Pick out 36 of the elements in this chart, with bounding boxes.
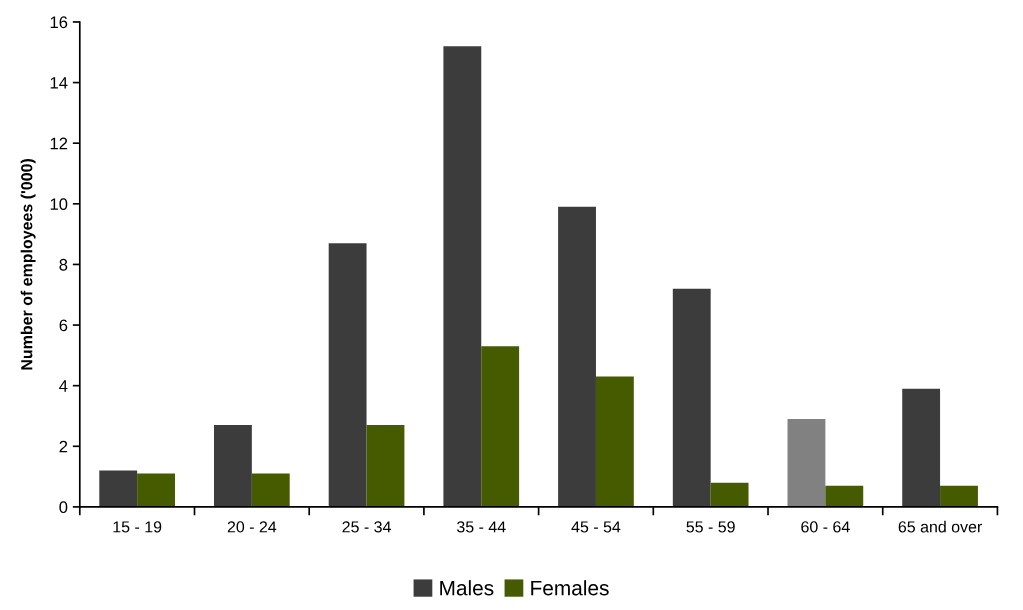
y-tick-label: 4 — [59, 380, 68, 392]
y-tick-label: 2 — [59, 440, 68, 453]
bar — [902, 388, 941, 507]
x-tick-label: 15 - 19 — [113, 521, 162, 533]
legend-label: Males — [440, 580, 494, 596]
bar — [481, 346, 520, 507]
y-tick-label: 12 — [50, 137, 68, 150]
bar — [251, 473, 290, 507]
y-tick-label: 6 — [59, 319, 68, 332]
bar — [787, 419, 826, 507]
bar — [366, 425, 405, 507]
bar — [672, 288, 711, 507]
y-tick-label: 8 — [59, 258, 68, 271]
y-tick-label: 10 — [50, 198, 68, 211]
x-tick-label: 45 - 54 — [571, 521, 621, 533]
x-tick-label: 20 - 24 — [227, 521, 277, 533]
bar — [595, 376, 634, 507]
bar — [825, 485, 864, 507]
bar — [214, 425, 252, 507]
legend-label: Females — [531, 580, 609, 596]
bar — [710, 482, 749, 507]
bar — [137, 473, 175, 507]
x-tick-label: 65 and over — [898, 520, 982, 533]
x-tick-label: 35 - 44 — [457, 521, 506, 533]
y-axis-title: Number of employees ('000) — [20, 159, 36, 370]
x-tick-label: 25 - 34 — [342, 521, 391, 533]
x-tick-label: 55 - 59 — [686, 521, 735, 533]
bar — [558, 206, 596, 507]
y-tick-label: 16 — [50, 16, 68, 29]
bar — [99, 470, 138, 507]
y-tick-label: 14 — [50, 77, 68, 89]
x-tick-label: 60 - 64 — [801, 521, 850, 533]
bar — [443, 46, 482, 507]
y-tick-label: 0 — [59, 501, 68, 514]
bar — [328, 243, 367, 507]
bar — [940, 485, 978, 507]
